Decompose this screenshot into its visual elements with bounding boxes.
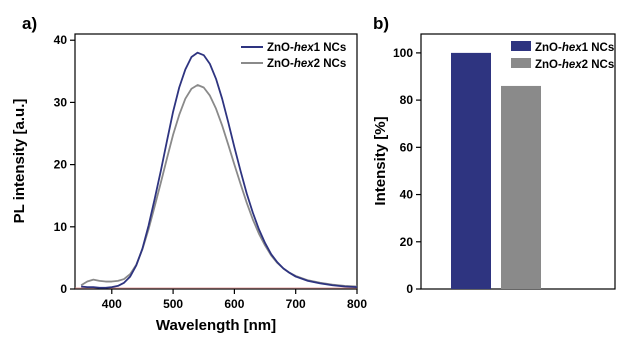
panel-b-y-tick-label: 80 bbox=[400, 93, 414, 107]
panel-a-label: a) bbox=[22, 14, 37, 33]
panel-b-y-tick-label: 60 bbox=[400, 140, 414, 154]
panel-a-legend-label-2: ZnO-hex2 NCs bbox=[267, 58, 346, 70]
panel-b-legend-label-2: ZnO-hex2 NCs bbox=[535, 59, 614, 71]
panel-b-legend-swatch-2 bbox=[511, 58, 531, 68]
panel-b-ticks: 0 20 40 60 80 100 bbox=[393, 46, 421, 296]
panel-a-x-tick-label: 800 bbox=[347, 297, 367, 311]
panel-a-x-tick-label: 500 bbox=[163, 297, 183, 311]
panel-a-y-axis-label: PL intensity [a.u.] bbox=[11, 99, 28, 224]
panel-b-legend-swatch-1 bbox=[511, 41, 531, 51]
panel-a-ticks: 400 500 600 700 800 0 10 20 30 40 bbox=[54, 33, 368, 311]
panel-b-y-tick-label: 100 bbox=[393, 46, 413, 60]
panel-b-y-tick-label: 0 bbox=[406, 282, 413, 296]
panel-a-series-line-1 bbox=[81, 51, 358, 289]
panel-a-y-tick-label: 40 bbox=[54, 33, 68, 47]
panel-a-y-tick-label: 0 bbox=[60, 282, 67, 296]
panel-b-bar-1 bbox=[451, 52, 491, 290]
panel-a-y-tick-label: 10 bbox=[54, 220, 68, 234]
panel-a-series-line-2 bbox=[80, 84, 358, 288]
panel-a-x-tick-label: 400 bbox=[102, 297, 122, 311]
panel-a-chart: a) 400 500 600 700 800 0 10 20 30 40 Wavelength [… bbox=[11, 14, 367, 334]
panel-b-label: b) bbox=[373, 14, 389, 33]
panel-a-x-axis-label: Wavelength [nm] bbox=[156, 317, 276, 334]
panel-b-legend-label-1: ZnO-hex1 NCs bbox=[535, 42, 614, 54]
panel-a-y-tick-label: 30 bbox=[54, 95, 68, 109]
panel-b-y-tick-label: 40 bbox=[400, 188, 414, 202]
panel-a-legend: ZnO-hex1 NCs ZnO-hex2 NCs bbox=[241, 42, 346, 70]
panel-b-legend: ZnO-hex1 NCs ZnO-hex2 NCs bbox=[511, 41, 614, 71]
panel-a-plot-frame bbox=[74, 33, 358, 290]
panel-b-bar-2 bbox=[501, 85, 541, 289]
panel-b-y-tick-label: 20 bbox=[400, 235, 414, 249]
panel-b-chart: b) 0 20 40 60 80 100 Intensity [%] ZnO-hex1 N… bbox=[372, 14, 616, 296]
panel-a-x-tick-label: 700 bbox=[286, 297, 306, 311]
panel-a-series bbox=[75, 51, 358, 289]
panel-b-bars bbox=[451, 52, 541, 290]
panel-b-y-axis-label: Intensity [%] bbox=[372, 116, 389, 205]
panel-a-x-tick-label: 600 bbox=[224, 297, 244, 311]
panel-a-legend-label-1: ZnO-hex1 NCs bbox=[267, 42, 346, 54]
panel-a-y-tick-label: 20 bbox=[54, 158, 68, 172]
